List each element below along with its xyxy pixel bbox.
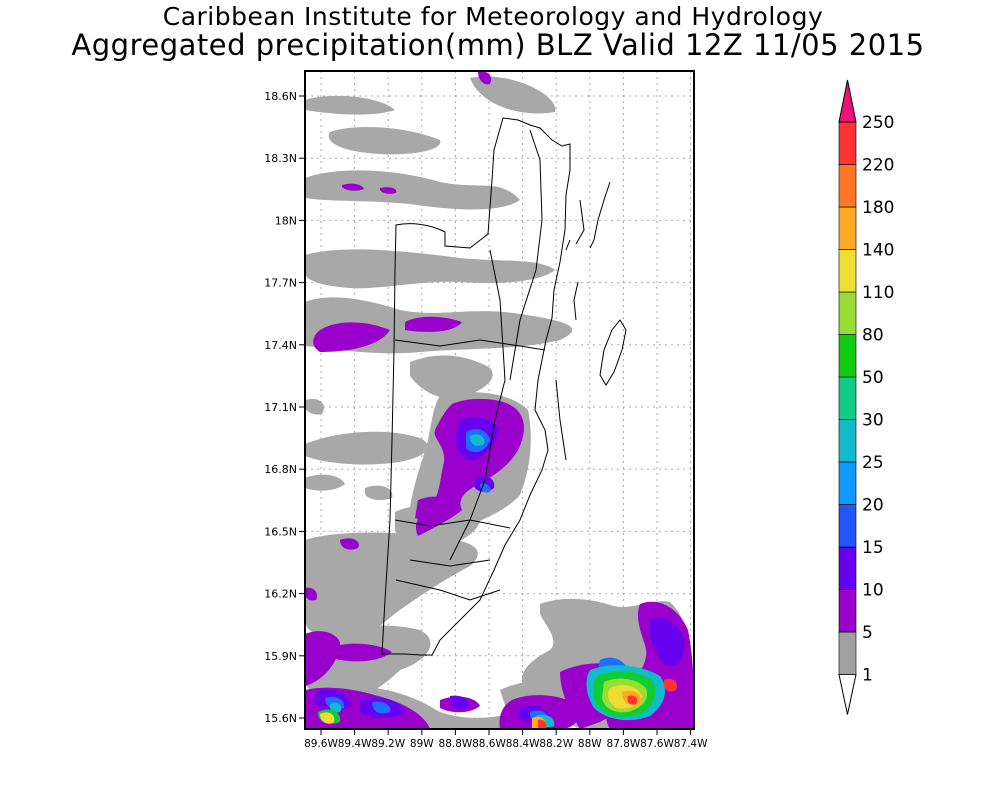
coastline-boundaries [381, 117, 627, 656]
institute-title: Caribbean Institute for Meteorology and … [162, 2, 824, 31]
lat-label: 16.2N [264, 588, 297, 601]
colorbar-label: 15 [862, 538, 884, 558]
colorbar-segment [838, 291, 857, 335]
colorbar-segment [838, 461, 857, 505]
colorbar-label: 220 [862, 156, 894, 176]
colorbar-segment [838, 376, 857, 420]
colorbar-segment [838, 546, 857, 590]
colorbar-label: 110 [862, 283, 894, 303]
colorbar-segment [838, 674, 857, 715]
colorbar-segment [838, 164, 857, 208]
latitude-labels: 18.6N 18.3N 18N 17.7N 17.4N 17.1N 16.8N 16.5N 16… [264, 90, 305, 725]
lat-label: 18N [275, 214, 297, 227]
colorbar-label: 20 [862, 496, 884, 516]
colorbar-segment [838, 249, 857, 293]
lon-label: 89.6W [304, 738, 338, 750]
lon-label: 88.6W [472, 738, 506, 750]
lat-label: 15.6N [264, 712, 297, 725]
precipitation-field [305, 71, 694, 729]
map-title: Aggregated precipitation(mm) BLZ Valid 1… [71, 28, 925, 62]
lon-label: 88.4W [506, 738, 540, 750]
lon-label: 89W [410, 738, 434, 750]
colorbar-label: 250 [862, 113, 894, 133]
colorbar-label: 1 [862, 666, 873, 686]
lon-label: 88.8W [439, 738, 473, 750]
longitude-labels: 89.6W 89.4W 89.2W 89W 88.8W 88.6W 88.4W 88.2W 88… [304, 729, 708, 750]
lat-label: 18.3N [264, 152, 297, 165]
colorbar-label: 140 [862, 241, 894, 261]
lat-label: 15.9N [264, 650, 297, 663]
colorbar-label: 5 [862, 623, 873, 643]
colorbar-label: 30 [862, 411, 884, 431]
colorbar-segment [838, 121, 857, 165]
colorbar-label: 50 [862, 368, 884, 388]
lat-label: 18.6N [264, 90, 297, 103]
colorbar-label: 80 [862, 326, 884, 346]
colorbar-label: 25 [862, 453, 884, 473]
precip-220-250mm [538, 678, 678, 729]
map-frame [304, 70, 695, 730]
colorbar-segment [838, 206, 857, 250]
lon-label: 87.4W [674, 738, 708, 750]
colorbar-label: 180 [862, 198, 894, 218]
lon-label: 88.2W [539, 738, 573, 750]
lon-label: 87.6W [640, 738, 674, 750]
lat-label: 16.8N [264, 463, 297, 476]
lon-label: 89.4W [338, 738, 372, 750]
lon-label: 88W [578, 738, 602, 750]
colorbar-segment [838, 334, 857, 378]
colorbar-segment [838, 631, 857, 675]
lat-label: 17.1N [264, 401, 297, 414]
lon-label: 87.8W [607, 738, 641, 750]
colorbar-segment [838, 504, 857, 548]
colorbar-label: 10 [862, 581, 884, 601]
colorbar-segment [838, 589, 857, 633]
colorbar-segment [838, 419, 857, 463]
colorbar-segment [838, 79, 857, 123]
map-panel: 18.6N 18.3N 18N 17.7N 17.4N 17.1N 16.8N 16.5N 16… [264, 70, 708, 750]
lat-label: 16.5N [264, 525, 297, 538]
lat-label: 17.7N [264, 277, 297, 290]
lon-label: 89.2W [371, 738, 405, 750]
lat-label: 17.4N [264, 339, 297, 352]
